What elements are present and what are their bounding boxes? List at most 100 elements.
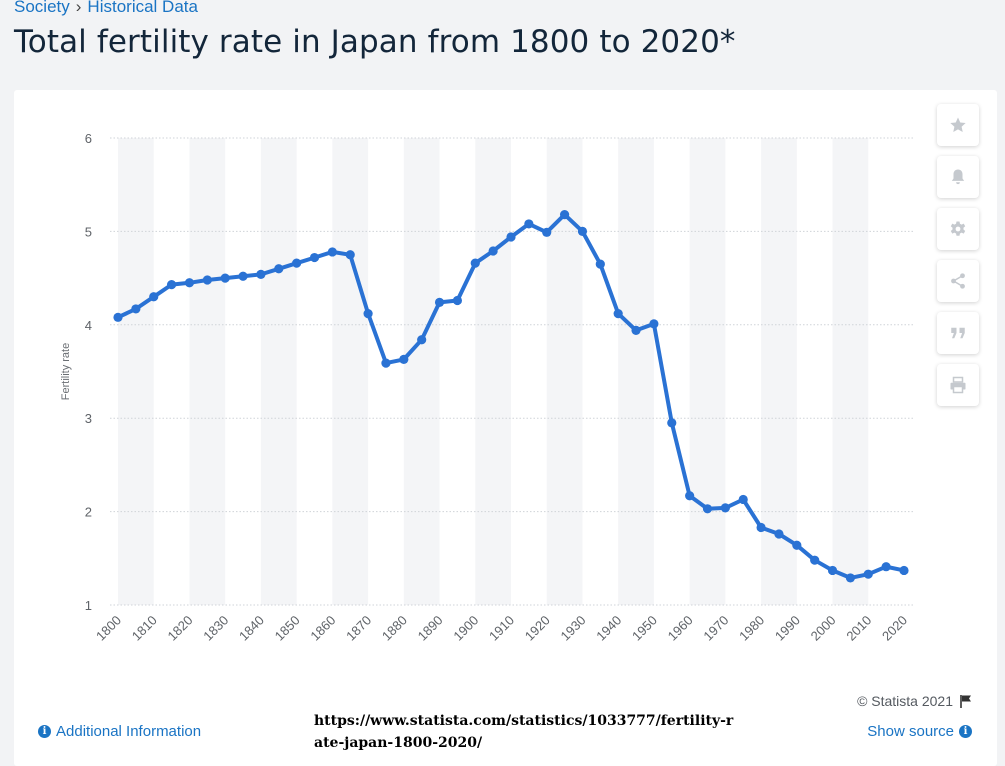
quote-icon [951, 327, 965, 339]
share-button[interactable] [937, 260, 979, 302]
data-point [810, 555, 820, 565]
fertility-rate-chart: 1 2 3 4 5 6 Fertility rate 1800 1810 1820 1830 1840… [60, 131, 914, 644]
data-point [845, 573, 856, 583]
x-tick-label: 1960 [665, 613, 696, 644]
data-point [881, 562, 891, 572]
share-icon [951, 273, 965, 289]
data-point [720, 503, 730, 513]
data-point [506, 232, 516, 242]
data-point [863, 569, 873, 579]
data-point [649, 319, 659, 329]
additional-information-link[interactable]: i Additional Information [38, 723, 201, 740]
data-point [542, 227, 552, 237]
data-point [774, 529, 784, 539]
info-icon: i [959, 725, 972, 738]
print-icon [950, 376, 966, 394]
gear-icon [950, 221, 966, 236]
x-tick-label: 1860 [307, 613, 338, 644]
data-point [827, 565, 838, 576]
plot-band [189, 138, 226, 605]
data-point [577, 226, 588, 236]
data-point [434, 297, 445, 307]
plot-band [403, 138, 440, 605]
data-point [899, 565, 909, 576]
copyright-notice: © Statista 2021 [857, 693, 973, 709]
data-point [756, 522, 766, 533]
data-point [238, 271, 248, 281]
plot-band [118, 138, 154, 605]
breadcrumb-item-society[interactable]: Society [14, 0, 70, 16]
x-tick-label: 1890 [415, 613, 446, 644]
chart-card: 1 2 3 4 5 6 Fertility rate 1800 1810 1820 1830 1840… [14, 90, 997, 766]
data-point [792, 540, 802, 550]
x-tick-label: 1870 [343, 613, 374, 644]
breadcrumb-item-historical-data[interactable]: Historical Data [87, 0, 198, 16]
data-point [274, 264, 284, 274]
data-point [149, 292, 159, 302]
data-point [613, 308, 623, 319]
x-tick-label: 1900 [450, 613, 481, 644]
data-point [417, 335, 427, 345]
data-point [345, 250, 355, 260]
breadcrumb: Society › Historical Data [14, 0, 198, 17]
plot-band [618, 138, 654, 605]
y-tick-label: 2 [85, 505, 92, 520]
plot-band [332, 138, 369, 605]
y-tick-label: 4 [85, 318, 92, 333]
x-tick-label: 1930 [558, 613, 589, 644]
data-point [631, 325, 641, 336]
data-point [738, 494, 748, 505]
x-tick-label: 1850 [272, 613, 303, 644]
data-point [595, 259, 605, 269]
x-tick-label: 1950 [629, 613, 660, 644]
plot-band [475, 138, 511, 605]
data-point [113, 312, 123, 322]
x-tick-label: 1940 [593, 613, 624, 644]
additional-information-label: Additional Information [56, 723, 202, 740]
page-title: Total fertility rate in Japan from 1800 … [14, 24, 736, 60]
x-tick-label: 1910 [486, 613, 517, 644]
data-point [399, 354, 409, 364]
plot-band [260, 138, 297, 605]
data-point [452, 295, 463, 306]
x-tick-label: 2020 [879, 613, 910, 644]
x-tick-label: 1970 [700, 613, 731, 644]
data-point [131, 304, 141, 314]
data-point [327, 247, 337, 257]
y-axis-label: Fertility rate [60, 343, 72, 400]
x-tick-label: 1980 [736, 613, 767, 644]
cite-button[interactable] [937, 312, 979, 354]
data-point [488, 246, 498, 256]
x-tick-label: 1840 [236, 613, 267, 644]
print-button[interactable] [937, 364, 979, 406]
data-point [381, 358, 391, 368]
breadcrumb-separator: › [75, 0, 82, 16]
favorite-button[interactable] [937, 104, 979, 146]
y-tick-label: 1 [85, 598, 92, 613]
y-tick-label: 6 [85, 131, 92, 146]
plot-band [689, 138, 726, 605]
data-point [702, 504, 713, 514]
data-point [309, 252, 320, 263]
flag-icon[interactable] [959, 694, 973, 708]
plot-band [546, 138, 583, 605]
source-url-note: https://www.statista.com/statistics/1033… [314, 713, 734, 751]
data-point [184, 278, 195, 288]
settings-button[interactable] [937, 208, 979, 250]
plot-band [832, 138, 869, 605]
bell-icon [951, 169, 965, 185]
info-icon: i [38, 725, 51, 738]
data-point [667, 418, 677, 428]
x-tick-label: 1990 [772, 613, 803, 644]
x-tick-label: 2010 [843, 613, 874, 644]
notification-button[interactable] [937, 156, 979, 198]
x-tick-label: 1920 [522, 613, 553, 644]
x-tick-label: 1830 [200, 613, 231, 644]
data-point [292, 258, 302, 268]
data-point [524, 219, 534, 229]
data-point [363, 308, 373, 319]
data-point [470, 258, 480, 268]
show-source-label: Show source [867, 723, 954, 740]
show-source-link[interactable]: Show source i [867, 723, 972, 740]
x-tick-label: 1810 [129, 613, 160, 644]
